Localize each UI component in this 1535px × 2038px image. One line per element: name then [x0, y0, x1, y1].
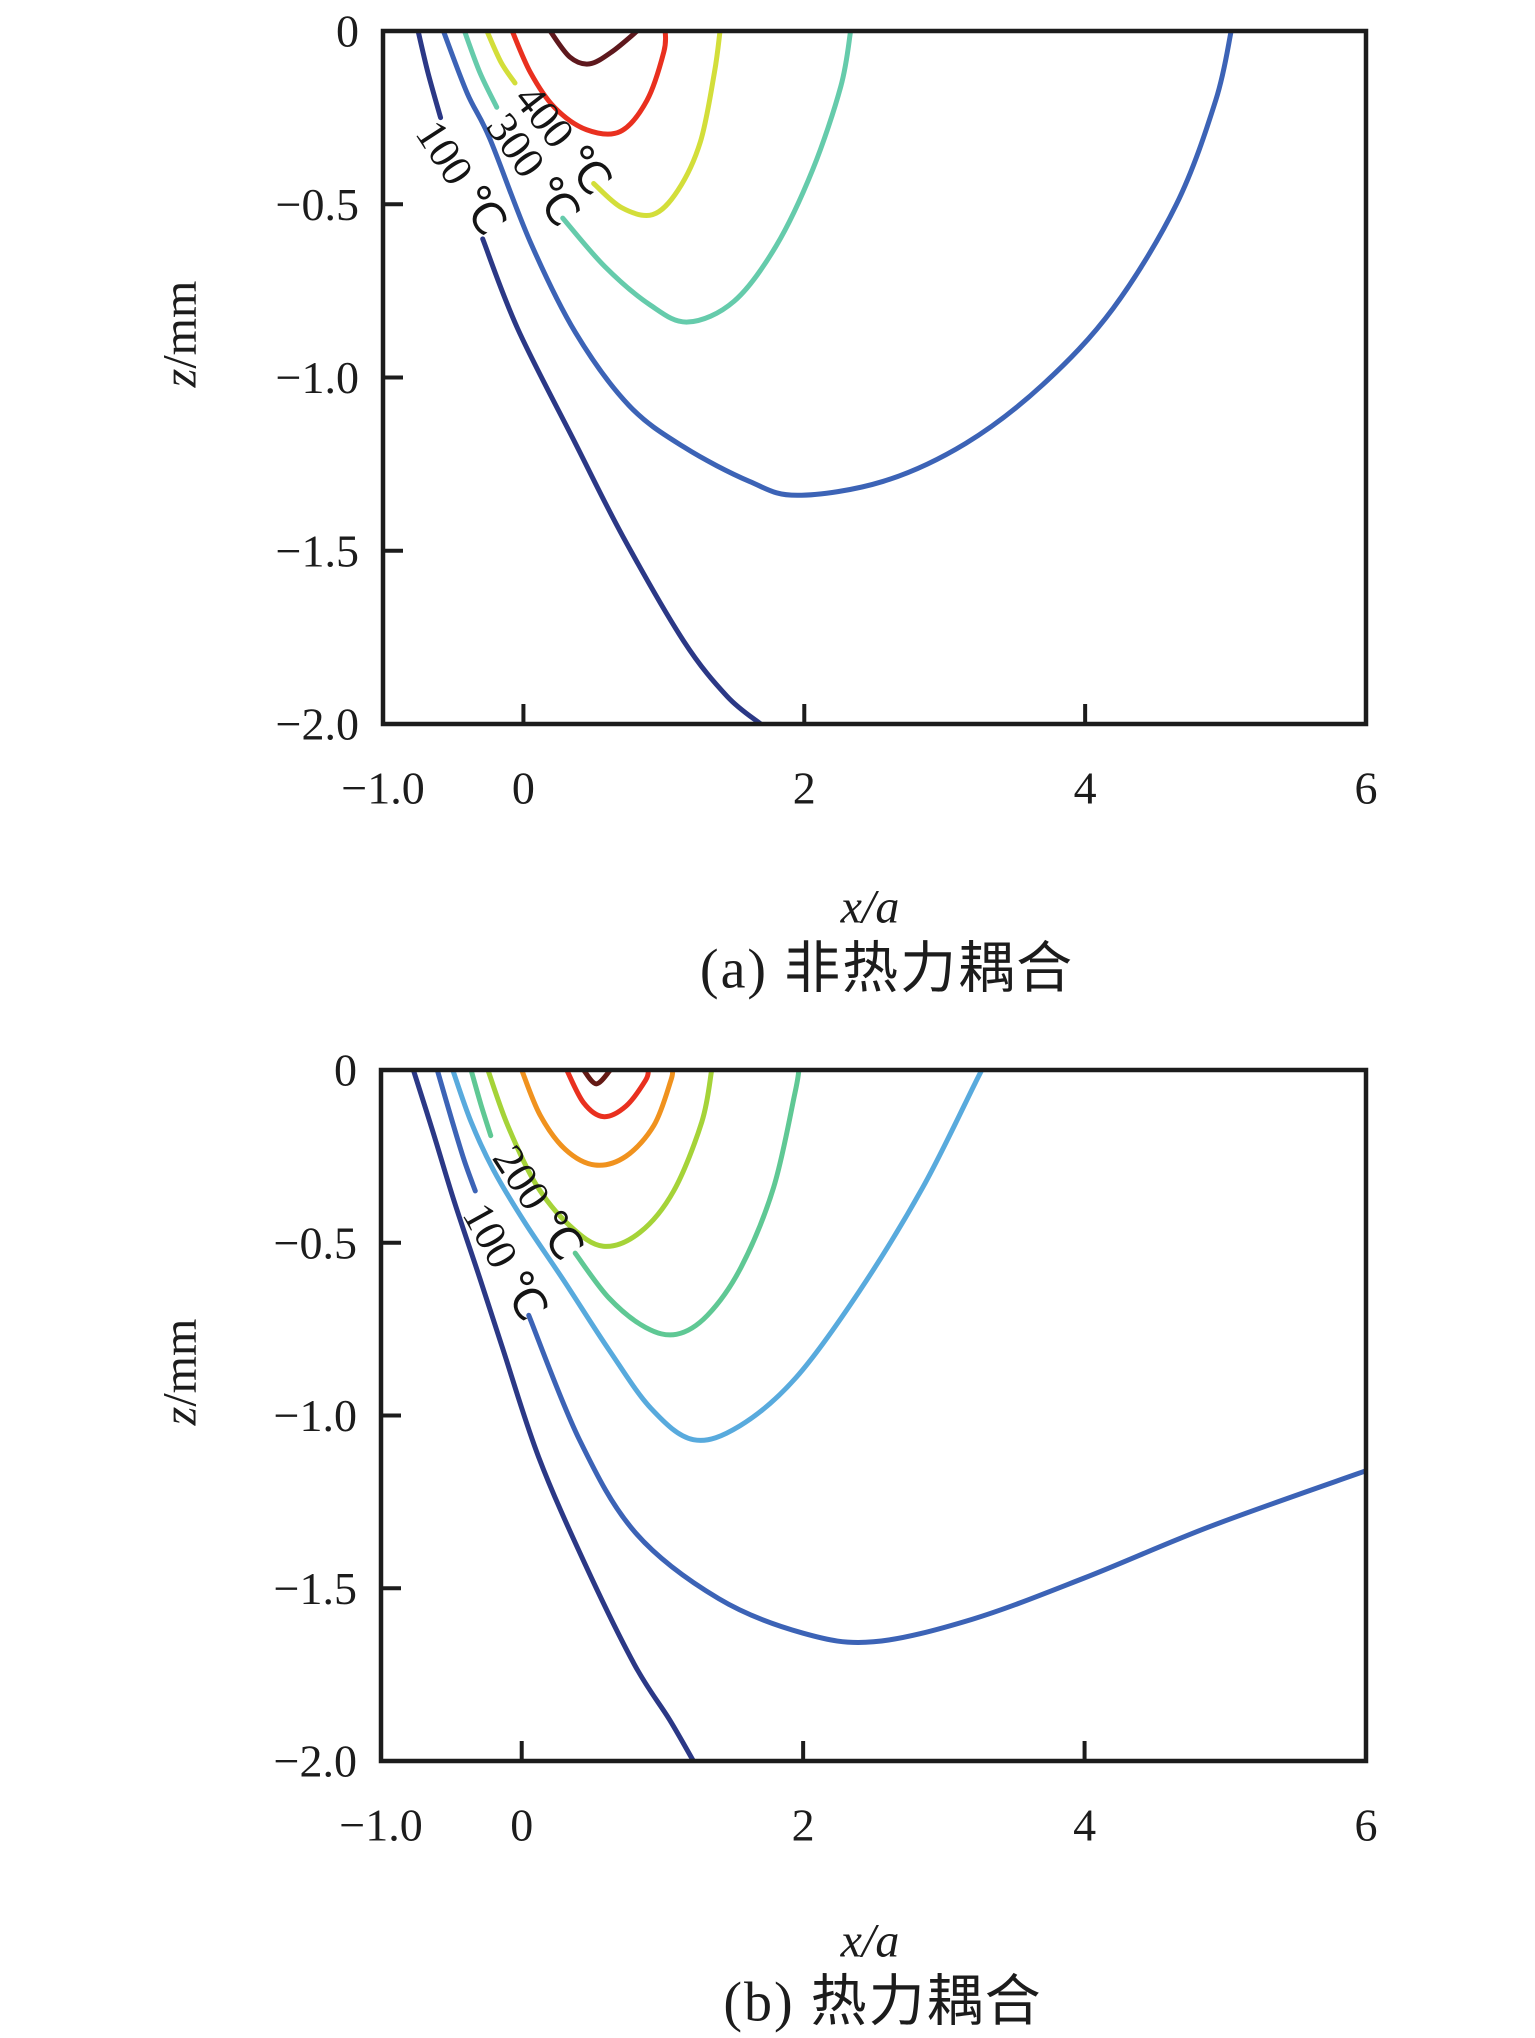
contour-line-a-300c	[461, 31, 500, 110]
x-tick-label: −1.0	[341, 763, 424, 814]
contour-line-b-50c	[410, 1070, 696, 1761]
x-tick-label: 4	[1073, 1800, 1096, 1851]
contour-line-b-100c	[526, 1312, 1366, 1645]
x-tick-label: 0	[512, 763, 535, 814]
y-tick-label: −1.5	[276, 525, 359, 576]
caption-a: (a) 非热力耦合	[699, 938, 1075, 1001]
y-tick-label: −0.5	[274, 1217, 357, 1268]
y-axis-unit-b: /mm	[153, 1318, 207, 1407]
x-tick-label: 4	[1074, 763, 1097, 814]
y-axis-variable-a: z	[153, 368, 207, 388]
y-tick-label: −2.0	[274, 1736, 357, 1787]
y-tick-label: 0	[336, 6, 359, 57]
y-axis-unit-a: /mm	[153, 280, 207, 369]
x-tick-label: 0	[510, 1800, 533, 1851]
y-tick-label: −1.5	[274, 1563, 357, 1614]
y-axis-variable-b: z	[153, 1406, 207, 1426]
y-tick-label: −0.5	[276, 179, 359, 230]
x-tick-label: 6	[1355, 1800, 1378, 1851]
contour-line-a-200c	[440, 31, 1234, 498]
x-tick-label: −1.0	[339, 1800, 422, 1851]
contour-line-b-400c	[581, 1070, 613, 1087]
contour-line-b-250c	[485, 1070, 715, 1249]
contour-line-b-200c	[468, 1070, 494, 1139]
contour-line-a-400c	[591, 31, 723, 219]
y-tick-label: −2.0	[276, 699, 359, 750]
contour-line-a-100c	[415, 31, 444, 121]
contour-line-b-350c	[564, 1070, 651, 1120]
y-tick-label: −1.0	[276, 352, 359, 403]
y-tick-label: 0	[334, 1045, 357, 1096]
contour-line-b-100c	[434, 1070, 478, 1194]
y-axis-label-b: z/mm	[153, 1319, 208, 1426]
contour-line-a-100c	[480, 236, 764, 724]
x-tick-label: 6	[1355, 763, 1378, 814]
caption-b: (b) 热力耦合	[723, 1971, 1043, 2034]
contour-line-b-200c	[572, 1070, 802, 1338]
y-tick-label: −1.0	[274, 1390, 357, 1441]
x-tick-label: 2	[792, 1800, 815, 1851]
x-tick-label: 2	[793, 763, 816, 814]
contour-line-b-150c	[450, 1070, 985, 1443]
contour-line-a-400c	[484, 31, 518, 86]
contour-line-a-300c	[560, 31, 854, 325]
contour-line-b-300c	[519, 1070, 676, 1168]
y-axis-label-a: z/mm	[153, 281, 208, 388]
contour-line-a-600c	[547, 31, 640, 67]
x-axis-label-a: x/a	[840, 880, 900, 934]
contour-line-a-500c	[509, 31, 669, 137]
x-axis-label-b: x/a	[840, 1914, 900, 1968]
